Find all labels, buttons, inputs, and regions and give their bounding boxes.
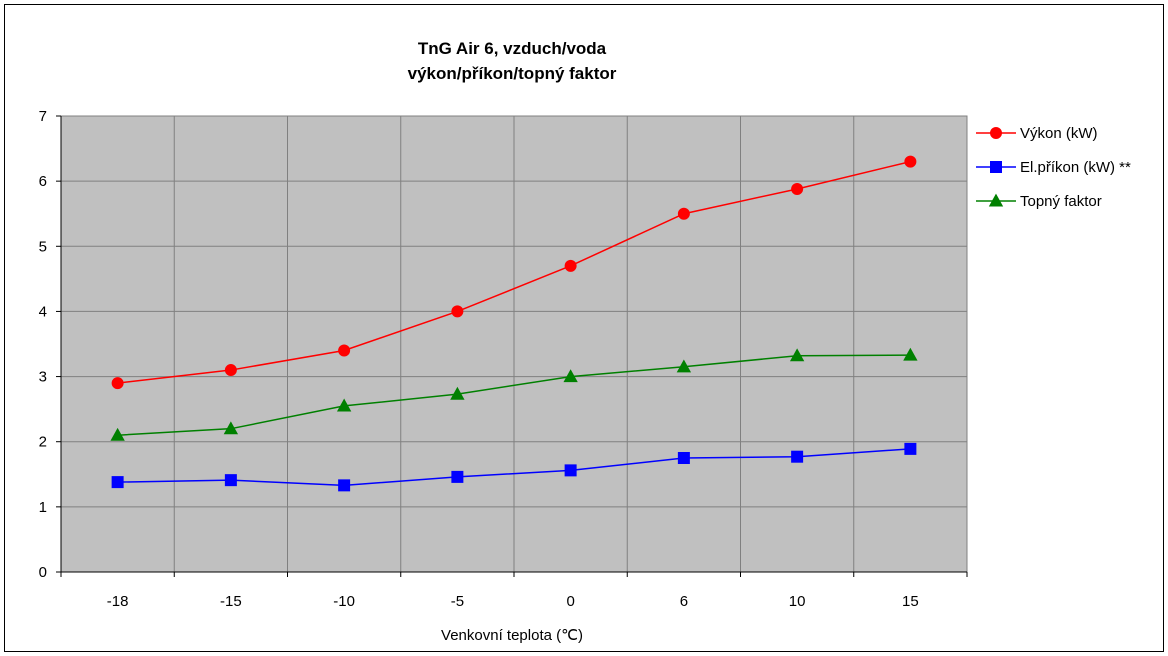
legend-entry-1: Výkon (kW) (976, 125, 1098, 142)
series-2 (111, 442, 917, 492)
x-tick-label: -18 (107, 593, 129, 610)
y-tick-label: 3 (39, 369, 47, 386)
x-tick-label: 10 (789, 593, 806, 610)
x-tick-label: -5 (451, 593, 464, 610)
point-marker (224, 474, 237, 487)
x-tick-label: 0 (566, 593, 574, 610)
point-marker (336, 398, 352, 412)
point-marker (563, 369, 578, 383)
series-line (117, 354, 911, 436)
legend: Výkon (kW) El.příkon (kW) ** Topný faktor (976, 125, 1131, 210)
point-marker (450, 386, 465, 400)
point-marker (677, 452, 690, 464)
point-marker (111, 377, 124, 390)
chart-title-line-1: TnG Air 6, vzduch/voda (418, 39, 607, 58)
legend-label: Výkon (kW) (1020, 125, 1098, 142)
point-marker (791, 182, 804, 195)
point-marker (903, 347, 918, 361)
point-marker (677, 207, 690, 220)
y-tick-label: 7 (39, 108, 47, 125)
point-marker (110, 427, 125, 441)
x-axis-label: Venkovní teplota (℃) (441, 627, 583, 644)
series-3 (110, 347, 918, 441)
y-tick-labels: 0 1 2 3 4 5 6 7 (39, 108, 47, 581)
point-marker (564, 259, 577, 272)
legend-label: El.příkon (kW) ** (1020, 159, 1131, 176)
series-line (117, 448, 911, 487)
axes (56, 115, 968, 577)
y-tick-label: 1 (39, 499, 47, 516)
series-group (110, 155, 918, 492)
y-tick-label: 4 (39, 303, 47, 320)
point-marker (224, 364, 237, 377)
x-tick-label: 6 (680, 593, 688, 610)
x-tick-label: -15 (220, 593, 242, 610)
series-line (117, 160, 911, 384)
point-marker (988, 193, 1004, 207)
x-tick-label: -10 (333, 593, 355, 610)
point-marker (990, 161, 1002, 173)
point-marker (338, 344, 351, 357)
gridlines (61, 116, 967, 572)
legend-entry-3: Topný faktor (976, 193, 1102, 210)
legend-label: Topný faktor (1020, 193, 1102, 210)
y-tick-label: 5 (39, 238, 47, 255)
point-marker (676, 359, 692, 373)
point-marker (904, 155, 917, 168)
x-tick-label: 15 (902, 593, 919, 610)
point-marker (904, 442, 917, 455)
point-marker (223, 421, 239, 435)
point-marker (451, 470, 464, 483)
x-tick-labels: -18 -15 -10 -5 0 6 10 15 (107, 593, 919, 610)
point-marker (990, 127, 1002, 139)
point-marker (791, 450, 804, 463)
legend-entry-2: El.příkon (kW) ** (976, 159, 1131, 176)
point-marker (338, 479, 351, 492)
y-tick-label: 2 (39, 434, 47, 451)
point-marker (789, 348, 805, 362)
chart-title-line-2: výkon/příkon/topný faktor (408, 64, 617, 83)
y-tick-label: 0 (39, 564, 47, 581)
point-marker (111, 476, 124, 489)
y-tick-label: 6 (39, 173, 47, 190)
point-marker (451, 305, 464, 318)
series-1 (111, 155, 917, 390)
point-marker (564, 464, 577, 477)
